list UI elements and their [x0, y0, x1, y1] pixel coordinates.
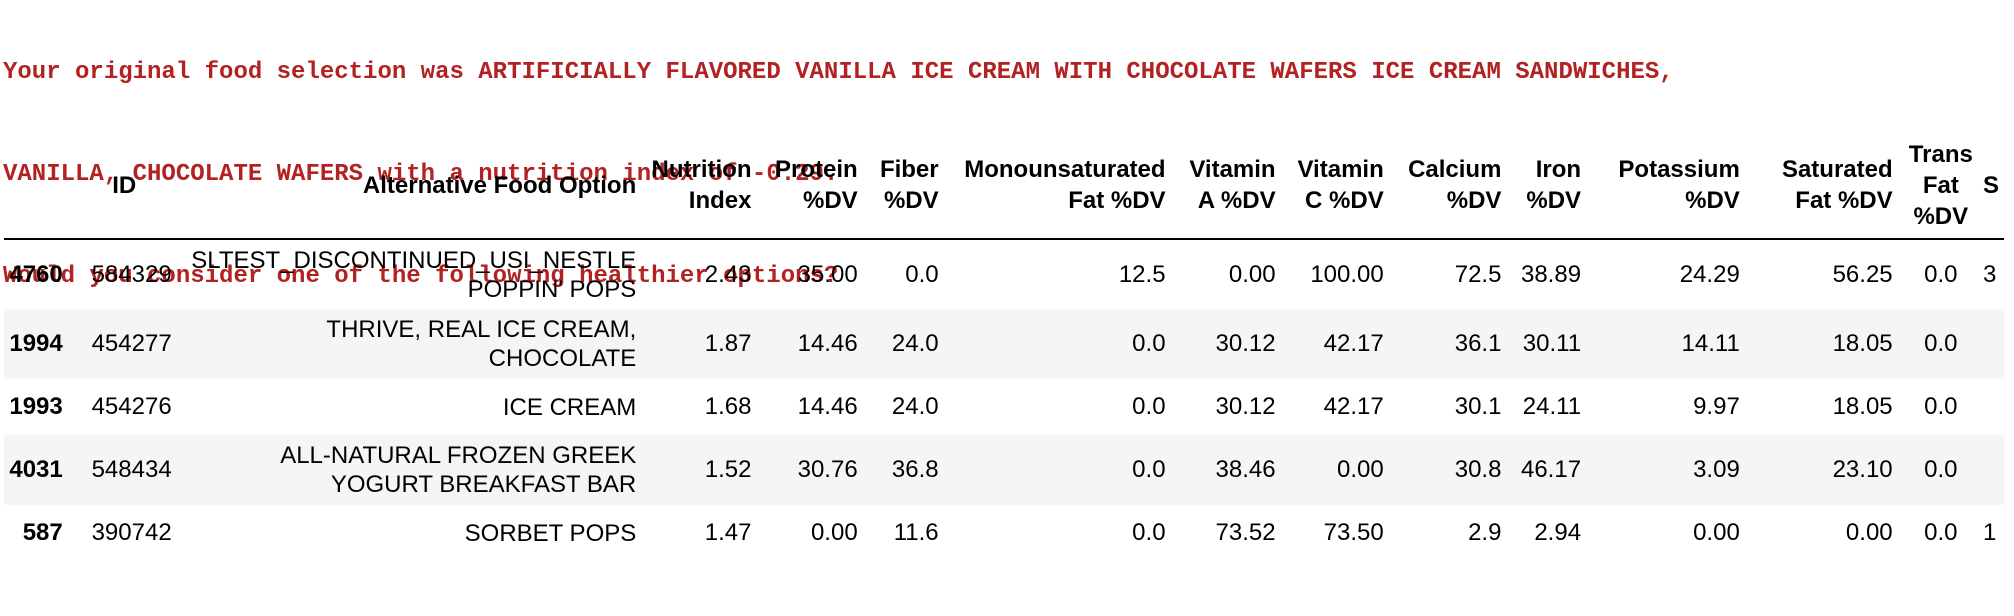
row-calcium: 36.1 — [1454, 330, 1502, 357]
message-line-1: Your original food selection was ARTIFIC… — [3, 59, 1674, 86]
alternatives-table: ID Alternative Food Option Nutrition Inde… — [4, 132, 2014, 561]
row-vitamin-c: 73.50 — [1323, 519, 1384, 546]
row-potassium: 3.09 — [1693, 456, 1740, 483]
table-row: 4760 584329 SLTEST_DISCONTINUED_USI_NEST… — [4, 239, 2014, 309]
header-iron: Iron %DV — [1515, 132, 1596, 240]
header-nutrition-index: Nutrition Index — [650, 132, 766, 240]
table-row: 587 390742 SORBET POPS 1.47 0.00 11.6 0.… — [4, 505, 2014, 561]
row-food-name: SORBET POPS — [464, 519, 637, 547]
row-food-name: SLTEST_DISCONTINUED_USI_NESTLE POPPIN' PO… — [191, 246, 637, 303]
row-potassium: 0.00 — [1693, 519, 1740, 546]
row-calcium: 30.8 — [1454, 456, 1502, 483]
row-potassium: 9.97 — [1693, 393, 1740, 420]
row-iron: 24.11 — [1522, 393, 1582, 420]
row-trans-fat: 0.0 — [1924, 393, 1958, 420]
row-nutrition-index: 1.47 — [704, 519, 752, 546]
row-fiber: 11.6 — [893, 519, 939, 546]
row-vitamin-a: 0.00 — [1228, 260, 1276, 288]
header-potassium: Potassium %DV — [1595, 132, 1754, 240]
header-calcium: Calcium %DV — [1397, 132, 1516, 240]
table-row: 4031 548434 ALL-NATURAL FROZEN GREEK YOGU… — [4, 435, 2014, 505]
row-food-name: ALL-NATURAL FROZEN GREEK YOGURT BREAKFAST… — [280, 442, 637, 498]
row-saturated-fat: 56.25 — [1832, 260, 1893, 288]
row-protein: 14.46 — [797, 330, 858, 357]
row-nutrition-index: 1.87 — [704, 330, 752, 357]
row-id: 454277 — [91, 330, 172, 357]
header-food-option: Alternative Food Option — [185, 132, 651, 240]
row-food-name: ICE CREAM — [502, 393, 637, 421]
row-fiber: 24.0 — [891, 330, 939, 357]
row-trans-fat: 0.0 — [1924, 260, 1958, 288]
header-fiber: Fiber %DV — [871, 132, 953, 240]
row-iron: 38.89 — [1520, 260, 1582, 288]
row-calcium: 72.5 — [1454, 260, 1502, 288]
row-vitamin-a: 38.46 — [1215, 456, 1276, 483]
row-mono-fat: 0.0 — [1132, 393, 1166, 420]
table-header: ID Alternative Food Option Nutrition Inde… — [4, 132, 2014, 240]
row-vitamin-a: 73.52 — [1215, 519, 1276, 546]
row-fiber: 36.8 — [891, 456, 939, 483]
row-trans-fat: 0.0 — [1924, 519, 1958, 546]
row-vitamin-c: 42.17 — [1323, 393, 1384, 420]
message-line-3: Would you consider one of the following … — [3, 263, 839, 290]
row-index: 4031 — [9, 456, 63, 483]
row-protein: 0.00 — [810, 519, 858, 546]
output-message: Your original food selection was ARTIFIC… — [3, 0, 1674, 328]
table-row: 1993 454276 ICE CREAM 1.68 14.46 24.0 0.… — [4, 379, 2014, 435]
row-index: 1994 — [9, 330, 63, 357]
row-saturated-fat: 0.00 — [1845, 519, 1893, 546]
header-mono-fat: Monounsaturated Fat %DV — [952, 132, 1180, 240]
output-right-edge — [2004, 0, 2014, 616]
row-calcium: 30.1 — [1454, 393, 1502, 420]
row-nutrition-index: 2.43 — [704, 260, 752, 288]
row-cut-value: 3 — [1983, 260, 1997, 288]
row-nutrition-index: 1.52 — [704, 456, 752, 483]
row-vitamin-a: 30.12 — [1215, 330, 1276, 357]
row-id: 454276 — [91, 393, 172, 420]
row-iron: 2.94 — [1534, 519, 1582, 546]
row-nutrition-index: 1.68 — [704, 393, 752, 420]
header-vitamin-c: Vitamin C %DV — [1289, 132, 1398, 240]
header-vitamin-a: Vitamin A %DV — [1179, 132, 1290, 240]
row-calcium: 2.9 — [1468, 519, 1502, 546]
header-id: ID — [76, 132, 186, 240]
row-food-name: THRIVE, REAL ICE CREAM, CHOCOLATE — [326, 316, 637, 372]
row-trans-fat: 0.0 — [1924, 456, 1958, 483]
row-vitamin-c: 42.17 — [1323, 330, 1384, 357]
row-index: 4760 — [9, 260, 63, 288]
header-trans-fat: Trans Fat %DV — [1906, 132, 1983, 240]
row-protein: 35.00 — [797, 260, 858, 288]
row-mono-fat: 12.5 — [1118, 260, 1166, 288]
row-cut-value: 1 — [1983, 519, 1997, 546]
row-id: 548434 — [91, 456, 172, 483]
row-id: 390742 — [91, 519, 172, 546]
row-potassium: 14.11 — [1681, 330, 1740, 357]
row-iron: 46.17 — [1520, 456, 1582, 483]
header-protein: Protein %DV — [765, 132, 872, 240]
header-saturated-fat: Saturated Fat %DV — [1753, 132, 1907, 240]
row-fiber: 24.0 — [891, 393, 939, 420]
row-vitamin-c: 0.00 — [1337, 456, 1384, 483]
row-saturated-fat: 23.10 — [1832, 456, 1893, 483]
row-potassium: 24.29 — [1679, 260, 1740, 288]
row-fiber: 0.0 — [905, 260, 939, 288]
row-mono-fat: 0.0 — [1132, 456, 1166, 483]
row-iron: 30.11 — [1522, 330, 1582, 357]
row-index: 587 — [22, 519, 63, 546]
table-row: 1994 454277 THRIVE, REAL ICE CREAM, CHOCO… — [4, 309, 2014, 379]
row-protein: 14.46 — [797, 393, 858, 420]
row-vitamin-c: 100.00 — [1310, 260, 1384, 288]
row-mono-fat: 0.0 — [1132, 519, 1166, 546]
row-trans-fat: 0.0 — [1924, 330, 1958, 357]
index-header — [4, 132, 77, 240]
row-saturated-fat: 18.05 — [1832, 393, 1893, 420]
row-vitamin-a: 30.12 — [1215, 393, 1276, 420]
row-saturated-fat: 18.05 — [1832, 330, 1893, 357]
row-mono-fat: 0.0 — [1132, 330, 1166, 357]
row-protein: 30.76 — [797, 456, 858, 483]
row-index: 1993 — [9, 393, 63, 420]
row-id: 584329 — [91, 260, 172, 288]
